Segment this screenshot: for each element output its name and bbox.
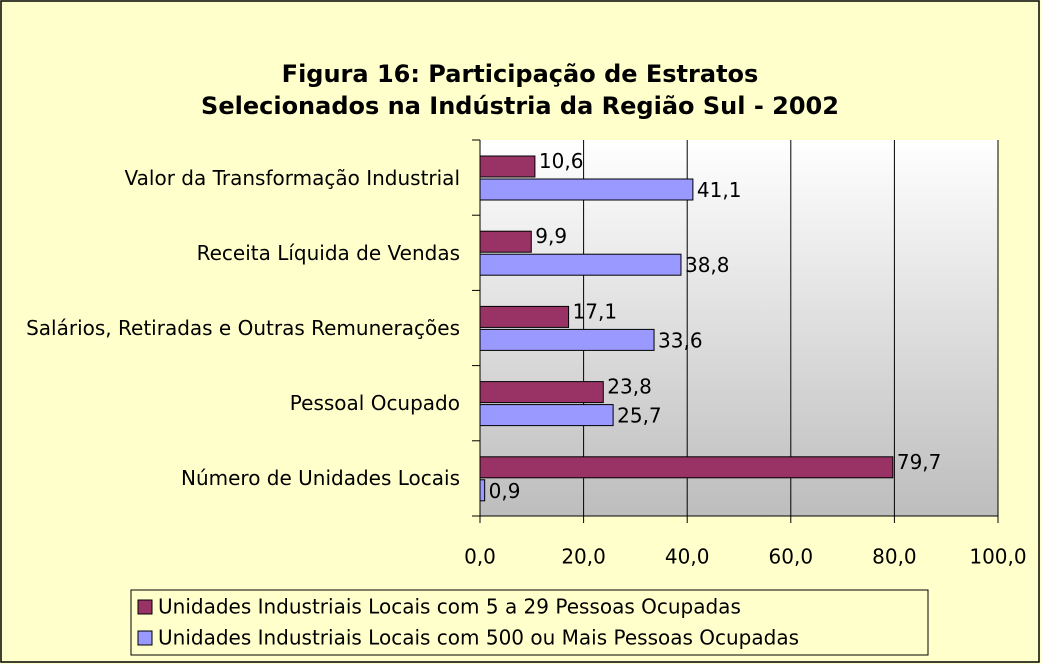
data-label: 33,6 <box>658 328 703 352</box>
y-tick-label: Pessoal Ocupado <box>289 391 460 416</box>
x-tick-label: 0,0 <box>464 545 496 569</box>
legend-box <box>130 589 929 656</box>
data-label: 23,8 <box>607 375 652 399</box>
data-label: 38,8 <box>685 253 730 277</box>
data-label: 17,1 <box>573 299 618 323</box>
data-label: 41,1 <box>697 178 742 202</box>
bar <box>479 305 570 328</box>
data-label: 9,9 <box>535 224 567 248</box>
bar <box>479 479 486 502</box>
legend-label: Unidades Industriais Locais com 5 a 29 P… <box>158 595 741 619</box>
bar <box>479 456 894 479</box>
bar <box>479 381 604 404</box>
bar <box>479 155 536 178</box>
x-tick-label: 100,0 <box>969 545 1026 569</box>
x-tick-label: 20,0 <box>561 545 606 569</box>
plot-area <box>480 140 998 516</box>
legend-label: Unidades Industriais Locais com 500 ou M… <box>158 626 799 650</box>
data-label: 79,7 <box>897 450 942 474</box>
bar <box>479 328 655 351</box>
y-tick-label: Número de Unidades Locais <box>180 466 460 491</box>
bar <box>479 404 614 427</box>
x-tick-label: 60,0 <box>769 545 814 569</box>
bar <box>479 253 682 276</box>
x-tick-label: 80,0 <box>872 545 917 569</box>
y-tick-label: Receita Líquida de Vendas <box>196 240 460 265</box>
bar <box>479 178 694 201</box>
data-label: 10,6 <box>539 149 584 173</box>
x-tick-label: 40,0 <box>665 545 710 569</box>
data-label: 0,9 <box>489 479 521 503</box>
bar <box>479 230 532 253</box>
legend-swatch <box>137 599 153 615</box>
y-tick-label: Salários, Retiradas e Outras Remuneraçõe… <box>26 315 460 340</box>
data-label: 25,7 <box>617 404 662 428</box>
chart-title: Figura 16: Participação de Estratos Sele… <box>201 60 839 120</box>
y-tick-label: Valor da Transformação Industrial <box>124 165 460 190</box>
legend-swatch <box>137 630 153 646</box>
